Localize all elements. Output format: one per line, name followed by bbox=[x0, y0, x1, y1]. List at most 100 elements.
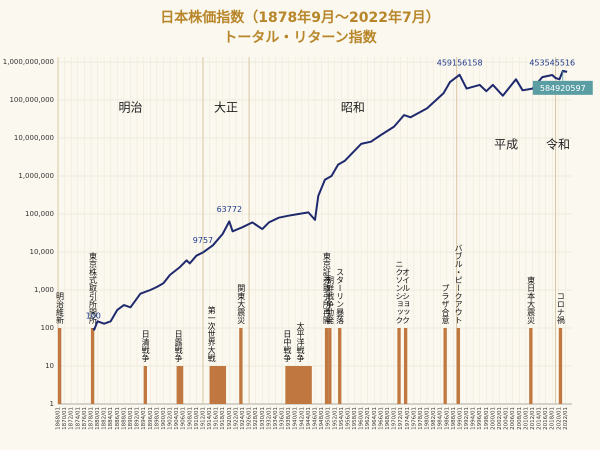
x-tick-label: 1934/01 bbox=[273, 407, 279, 430]
event-bar bbox=[403, 328, 408, 404]
x-tick-label: 1986/01 bbox=[444, 407, 450, 430]
x-tick-label: 1868/01 bbox=[56, 407, 62, 430]
x-tick-label: 2004/01 bbox=[504, 407, 510, 430]
x-tick-label: 1872/01 bbox=[69, 407, 75, 430]
event-label: 東日本大震災 bbox=[527, 275, 536, 324]
x-tick-label: 1954/01 bbox=[339, 407, 345, 430]
x-tick-label: 1888/01 bbox=[121, 407, 127, 430]
event-label: オイルショック bbox=[401, 268, 410, 324]
y-tick-label: 1 bbox=[50, 400, 54, 408]
x-tick-label: 1970/01 bbox=[392, 407, 398, 430]
x-tick-label: 1900/01 bbox=[161, 407, 167, 430]
era-label: 昭和 bbox=[341, 101, 365, 115]
y-tick-label: 100,000,000 bbox=[9, 96, 54, 104]
x-tick-label: 1968/01 bbox=[385, 407, 391, 430]
x-tick-label: 1878/01 bbox=[88, 407, 94, 430]
x-tick-label: 1998/01 bbox=[484, 407, 490, 430]
x-tick-label: 1924/01 bbox=[240, 407, 246, 430]
x-tick-label: 1942/01 bbox=[299, 407, 305, 430]
x-tick-label: 1952/01 bbox=[332, 407, 338, 430]
x-tick-label: 1948/01 bbox=[319, 407, 325, 430]
x-tick-label: 1894/01 bbox=[141, 407, 147, 430]
point-label: 584920597 bbox=[540, 84, 586, 93]
x-tick-label: 1972/01 bbox=[398, 407, 404, 430]
event-label: プラザ合意 bbox=[441, 284, 450, 324]
x-tick-label: 1904/01 bbox=[174, 407, 180, 430]
x-tick-label: 2008/01 bbox=[517, 407, 523, 430]
x-tick-label: 1958/01 bbox=[352, 407, 358, 430]
event-bar bbox=[456, 328, 460, 404]
x-tick-label: 1892/01 bbox=[135, 407, 141, 430]
y-tick-label: 100 bbox=[41, 324, 54, 332]
y-tick-label: 1,000,000 bbox=[18, 172, 54, 180]
x-tick-label: 1992/01 bbox=[464, 407, 470, 430]
x-tick-label: 1908/01 bbox=[187, 407, 193, 430]
y-tick-label: 1,000,000,000 bbox=[3, 58, 54, 66]
era-label: 平成 bbox=[494, 138, 518, 152]
event-bar bbox=[324, 328, 329, 404]
x-tick-label: 1886/01 bbox=[115, 407, 121, 430]
x-tick-label: 2010/01 bbox=[523, 407, 529, 430]
x-tick-label: 1980/01 bbox=[425, 407, 431, 430]
y-tick-label: 10 bbox=[45, 362, 54, 370]
x-tick-label: 1876/01 bbox=[82, 407, 88, 430]
chart-title: 日本株価指数（1878年9月～2022年7月） bbox=[160, 9, 439, 26]
x-tick-label: 1928/01 bbox=[253, 407, 259, 430]
x-tick-label: 2002/01 bbox=[497, 407, 503, 430]
x-tick-label: 1932/01 bbox=[266, 407, 272, 430]
x-tick-label: 1994/01 bbox=[471, 407, 477, 430]
x-tick-label: 1960/01 bbox=[359, 407, 365, 430]
x-tick-label: 1882/01 bbox=[102, 407, 108, 430]
x-tick-label: 1914/01 bbox=[207, 407, 213, 430]
event-bar bbox=[529, 328, 533, 404]
event-bar bbox=[328, 328, 332, 404]
point-label: 63772 bbox=[217, 205, 242, 214]
x-tick-label: 1902/01 bbox=[168, 407, 174, 430]
event-bar bbox=[90, 328, 95, 404]
event-label: 東京株式取引所開所 bbox=[88, 251, 97, 325]
x-tick-label: 1976/01 bbox=[411, 407, 417, 430]
x-tick-label: 1984/01 bbox=[438, 407, 444, 430]
event-bar bbox=[397, 328, 401, 404]
x-tick-label: 1962/01 bbox=[365, 407, 371, 430]
x-tick-label: 1918/01 bbox=[220, 407, 226, 430]
x-tick-label: 2020/01 bbox=[556, 407, 562, 430]
event-label: 第一次世界大戦 bbox=[207, 305, 216, 363]
event-bar bbox=[338, 328, 342, 404]
x-tick-label: 2012/01 bbox=[530, 407, 536, 430]
x-tick-label: 1916/01 bbox=[214, 407, 220, 430]
x-tick-label: 1974/01 bbox=[405, 407, 411, 430]
event-label: コロナ禍 bbox=[556, 292, 565, 325]
x-tick-label: 1912/01 bbox=[200, 407, 206, 430]
point-label: 453545516 bbox=[529, 59, 575, 68]
x-tick-label: 2000/01 bbox=[490, 407, 496, 430]
x-tick-label: 1898/01 bbox=[154, 407, 160, 430]
event-bar bbox=[209, 366, 227, 404]
x-tick-label: 1874/01 bbox=[75, 407, 81, 430]
event-label: ニクソンショック bbox=[395, 260, 404, 324]
y-tick-label: 1,000 bbox=[34, 286, 54, 294]
x-tick-label: 1930/01 bbox=[260, 407, 266, 430]
chart-subtitle: トータル・リターン指数 bbox=[223, 29, 377, 46]
x-tick-label: 1922/01 bbox=[233, 407, 239, 430]
event-label: 日中戦争 bbox=[283, 330, 292, 363]
event-label: 朝鮮戦争勃発 bbox=[326, 276, 335, 325]
x-tick-label: 2022/01 bbox=[563, 407, 569, 430]
x-tick-label: 1890/01 bbox=[128, 407, 134, 430]
y-tick-label: 10,000,000 bbox=[14, 134, 54, 142]
x-tick-label: 1938/01 bbox=[286, 407, 292, 430]
x-tick-label: 1870/01 bbox=[62, 407, 68, 430]
era-label: 明治 bbox=[118, 101, 142, 115]
x-tick-label: 1884/01 bbox=[108, 407, 114, 430]
x-tick-label: 1982/01 bbox=[431, 407, 437, 430]
event-bar bbox=[298, 366, 312, 404]
event-label: 日露戦争 bbox=[174, 330, 183, 363]
x-tick-label: 1910/01 bbox=[194, 407, 200, 430]
event-label: 太平洋戦争 bbox=[296, 321, 305, 363]
y-tick-label: 100,000 bbox=[25, 210, 54, 218]
era-label: 令和 bbox=[546, 137, 570, 152]
x-tick-label: 2018/01 bbox=[550, 407, 556, 430]
index-line bbox=[92, 69, 568, 331]
event-bar bbox=[143, 366, 147, 404]
